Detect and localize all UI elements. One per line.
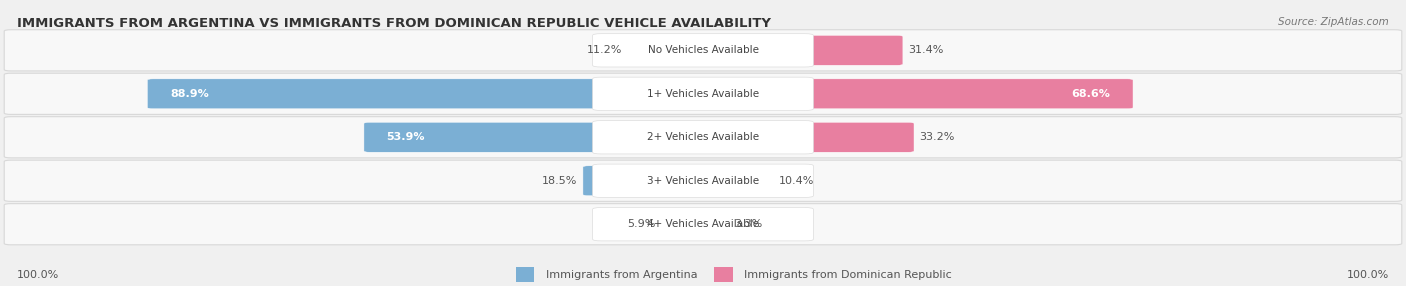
Text: Immigrants from Dominican Republic: Immigrants from Dominican Republic [744,270,952,279]
Text: 68.6%: 68.6% [1071,89,1111,99]
FancyBboxPatch shape [593,121,813,154]
FancyBboxPatch shape [4,160,1402,201]
FancyBboxPatch shape [593,208,813,241]
FancyBboxPatch shape [593,34,813,67]
Text: 3+ Vehicles Available: 3+ Vehicles Available [647,176,759,186]
Text: 31.4%: 31.4% [908,45,943,55]
FancyBboxPatch shape [4,30,1402,71]
Text: 10.4%: 10.4% [779,176,814,186]
Text: IMMIGRANTS FROM ARGENTINA VS IMMIGRANTS FROM DOMINICAN REPUBLIC VEHICLE AVAILABI: IMMIGRANTS FROM ARGENTINA VS IMMIGRANTS … [17,17,770,30]
FancyBboxPatch shape [593,164,813,197]
FancyBboxPatch shape [714,267,733,283]
FancyBboxPatch shape [364,122,709,152]
FancyBboxPatch shape [697,166,773,196]
Text: 88.9%: 88.9% [170,89,208,99]
Text: No Vehicles Available: No Vehicles Available [648,45,758,55]
Text: 100.0%: 100.0% [17,270,59,279]
FancyBboxPatch shape [4,117,1402,158]
FancyBboxPatch shape [4,73,1402,114]
FancyBboxPatch shape [697,79,1133,109]
FancyBboxPatch shape [516,267,534,283]
FancyBboxPatch shape [148,79,709,109]
Text: 1+ Vehicles Available: 1+ Vehicles Available [647,89,759,99]
Text: Source: ZipAtlas.com: Source: ZipAtlas.com [1278,17,1389,27]
FancyBboxPatch shape [697,122,914,152]
Text: 100.0%: 100.0% [1347,270,1389,279]
Text: Immigrants from Argentina: Immigrants from Argentina [546,270,697,279]
Text: 2+ Vehicles Available: 2+ Vehicles Available [647,132,759,142]
FancyBboxPatch shape [697,35,903,65]
FancyBboxPatch shape [661,209,709,239]
FancyBboxPatch shape [697,209,730,239]
FancyBboxPatch shape [4,204,1402,245]
Text: 11.2%: 11.2% [588,45,623,55]
Text: 4+ Vehicles Available: 4+ Vehicles Available [647,219,759,229]
Text: 53.9%: 53.9% [387,132,425,142]
FancyBboxPatch shape [593,77,813,110]
FancyBboxPatch shape [583,166,709,196]
Text: 5.9%: 5.9% [627,219,655,229]
Text: 18.5%: 18.5% [541,176,578,186]
Text: 33.2%: 33.2% [920,132,955,142]
Text: 3.3%: 3.3% [735,219,763,229]
FancyBboxPatch shape [628,35,709,65]
